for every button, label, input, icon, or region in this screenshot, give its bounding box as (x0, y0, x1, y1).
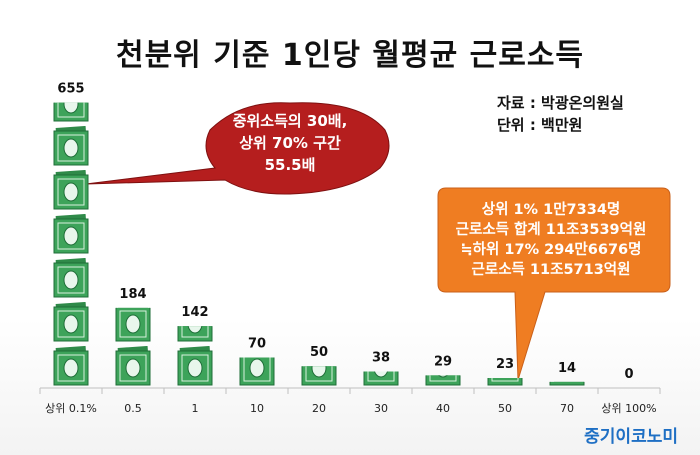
data-label: 38 (372, 350, 390, 365)
chart-title: 천분위 기준 1인당 월평균 근로소득 (115, 38, 585, 73)
money-bill-icon (53, 214, 89, 254)
money-bill-icon (53, 126, 89, 166)
brand-logo: 중기이코노미 (584, 427, 678, 447)
money-bill-icon (425, 375, 461, 386)
x-tick-label: 20 (312, 402, 326, 415)
red-callout-line: 상위 70% 구간 (239, 134, 341, 152)
x-tick-label: 40 (436, 402, 450, 415)
source-line: 자료 : 박광온의원실 (497, 94, 624, 112)
orange-callout-line: 근로소득 합계 11조3539억원 (455, 222, 647, 238)
money-bill-icon (177, 346, 213, 386)
x-tick-label: 상위 0.1% (45, 402, 97, 415)
data-label: 655 (57, 82, 84, 97)
money-bill-icon (115, 307, 151, 342)
orange-callout-box (437, 187, 671, 381)
orange-callout-line: 근로소득 11조5713억원 (471, 262, 631, 278)
unit-line: 단위 : 백만원 (497, 116, 583, 134)
money-bill-icon (53, 302, 89, 342)
x-tick-label: 70 (560, 402, 574, 415)
red-callout-text: 중위소득의 30배, 상위 70% 구간 55.5배 (195, 110, 385, 176)
orange-callout-line: ≒하위 17% 294만6676명 (460, 242, 642, 258)
data-label: 0 (624, 367, 633, 382)
money-bill-icon (115, 346, 151, 386)
data-label: 142 (181, 305, 208, 320)
x-tick-label: 1 (192, 402, 199, 415)
data-label: 184 (119, 287, 146, 302)
money-bill-icon (549, 381, 585, 386)
data-label: 50 (310, 345, 328, 360)
money-bill-icon (177, 326, 213, 342)
money-bill-icon (53, 258, 89, 298)
red-callout-line: 55.5배 (264, 156, 316, 174)
x-tick-label: 10 (250, 402, 264, 415)
money-bill-icon (53, 346, 89, 386)
data-label: 29 (434, 354, 452, 369)
money-bill-icon (53, 170, 89, 210)
red-callout-line: 중위소득의 30배, (232, 112, 348, 130)
money-bill-icon (239, 357, 275, 386)
orange-callout-line: 상위 1% 1만7334명 (481, 202, 621, 218)
x-tick-label: 50 (498, 402, 512, 415)
x-tick-label: 상위 100% (601, 402, 656, 415)
data-label: 23 (496, 357, 514, 372)
x-tick-label: 30 (374, 402, 388, 415)
x-tick-label: 0.5 (124, 402, 142, 415)
money-bill-icon (363, 371, 399, 386)
money-bill-icon (301, 366, 337, 386)
data-label: 14 (558, 361, 576, 376)
source-note: 자료 : 박광온의원실 단위 : 백만원 (497, 92, 624, 136)
red-speech-bubble (85, 102, 390, 195)
data-label: 70 (248, 337, 266, 352)
money-bill-icon (487, 377, 523, 386)
money-bill-icon (53, 102, 89, 122)
orange-callout-text: 상위 1% 1만7334명 근로소득 합계 11조3539억원 ≒하위 17% … (436, 200, 666, 280)
